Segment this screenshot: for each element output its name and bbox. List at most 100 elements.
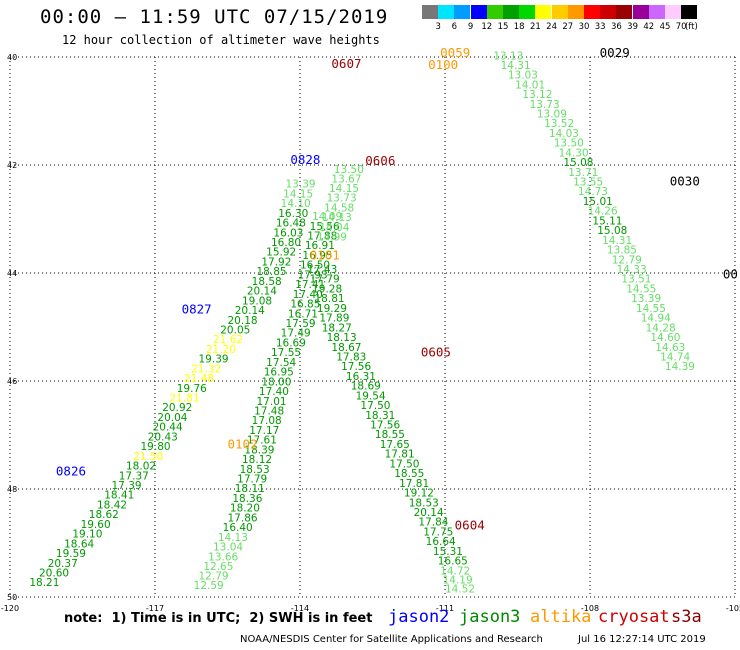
lat-tick-label: 50 <box>7 593 17 602</box>
page-title: 00:00 – 11:59 UTC 07/15/2019 <box>40 6 389 28</box>
wave-height-value: 15.92 <box>266 247 296 259</box>
scale-label: 30 <box>578 22 590 32</box>
wave-height-value: 14.60 <box>650 332 680 344</box>
wave-height-value: 13.04 <box>213 542 243 554</box>
pass-time-label: 0029 <box>600 45 630 60</box>
wave-height-value: 14.63 <box>655 342 685 354</box>
wave-height-value: 17.50 <box>389 458 419 470</box>
wave-height-value: 18.81 <box>315 293 345 305</box>
wave-height-value: 16.50 <box>300 260 330 272</box>
wave-height-value: 18.53 <box>409 497 439 509</box>
wave-height-value: 18.58 <box>252 276 282 288</box>
wave-height-value: 16.40 <box>223 522 253 534</box>
wave-height-value: 17.81 <box>399 478 429 490</box>
pass-time-label: 0607 <box>331 56 361 71</box>
wave-height-value: 14.15 <box>329 183 359 195</box>
legend-altika: altika <box>530 607 592 627</box>
legend-s3a: s3a <box>671 607 702 627</box>
wave-height-value: 17.54 <box>266 357 296 369</box>
wave-height-value: 18.36 <box>232 493 262 505</box>
scale-swatch <box>616 5 633 19</box>
scale-label: 18 <box>513 22 525 32</box>
wave-height-value: 14.52 <box>445 584 475 596</box>
wave-height-value: 16.30 <box>278 208 308 220</box>
wave-height-value: 13.67 <box>331 173 361 185</box>
pass-time-label: 0101 <box>310 248 340 263</box>
wave-height-value: 14.39 <box>665 361 695 373</box>
lon-tick-label: -111 <box>436 604 454 613</box>
wave-height-value: 14.13 <box>218 532 248 544</box>
wave-height-value: 13.52 <box>544 118 574 130</box>
scale-label: 6 <box>451 22 458 32</box>
wave-height-value: 15.56 <box>310 221 340 233</box>
wave-height-value: 13.03 <box>508 70 538 82</box>
wave-height-value: 12.59 <box>194 580 224 592</box>
wave-height-value: 14.13 <box>322 212 352 224</box>
wave-height-value: 21.50 <box>133 451 163 463</box>
wave-height-value: 18.31 <box>365 410 395 422</box>
wave-height-value: 15.11 <box>592 215 622 227</box>
wave-height-value: 17.50 <box>360 400 390 412</box>
scale-swatch <box>503 5 519 19</box>
wave-height-value: 17.65 <box>380 439 410 451</box>
pass-time-label: 0604 <box>455 518 485 533</box>
wave-height-value: 17.48 <box>254 405 284 417</box>
wave-height-value: 17.79 <box>237 474 267 486</box>
wave-height-value: 13.50 <box>554 138 584 150</box>
scale-unit: (ft) <box>684 22 698 32</box>
wave-height-value: 18.21 <box>29 577 59 589</box>
wave-height-value: 20.37 <box>48 558 78 570</box>
wave-height-value: 16.85 <box>290 299 320 311</box>
scale-swatch <box>648 5 665 19</box>
scale-label: 45 <box>659 22 671 32</box>
wave-height-value: 13.13 <box>493 51 523 63</box>
pass-time-label: 0100 <box>428 57 458 72</box>
lat-tick-label: 48 <box>7 485 17 494</box>
wave-height-value: 17.93 <box>298 269 328 281</box>
wave-height-value: 16.03 <box>273 227 303 239</box>
wave-height-value: 17.08 <box>252 415 282 427</box>
lat-tick-label: 42 <box>7 161 17 170</box>
wave-height-value: 20.14 <box>247 286 277 298</box>
wave-height-value: 18.42 <box>97 499 127 511</box>
wave-height-value: 14.55 <box>636 303 666 315</box>
lat-tick-label: 46 <box>7 377 17 386</box>
wave-height-value: 17.59 <box>286 318 316 330</box>
wave-height-value: 17.55 <box>271 347 301 359</box>
wave-height-value: 18.00 <box>261 376 291 388</box>
wave-height-value: 17.89 <box>319 313 349 325</box>
wave-height-value: 18.55 <box>375 429 405 441</box>
wave-height-value: 20.05 <box>220 324 250 336</box>
wave-height-value: 13.12 <box>522 89 552 101</box>
wave-height-value: 18.41 <box>104 490 134 502</box>
track-0029: 13.1314.3113.0314.0113.1213.7313.0913.52… <box>493 51 695 374</box>
lon-tick-label: -105 <box>726 604 740 613</box>
scale-swatch <box>470 5 487 19</box>
wave-height-value: 17.83 <box>336 351 366 363</box>
wave-height-value: 17.41 <box>295 279 325 291</box>
wave-height-value: 17.37 <box>119 470 149 482</box>
credit-text: NOAA/NESDIS Center for Satellite Applica… <box>240 634 543 645</box>
wave-height-value: 17.61 <box>247 435 277 447</box>
wave-height-value: 19.28 <box>312 283 342 295</box>
legend-jason2: jason2 <box>388 607 450 627</box>
wave-height-value: 16.31 <box>346 371 376 383</box>
wave-height-value: 14.58 <box>324 202 354 214</box>
wave-height-value: 20.44 <box>153 422 183 434</box>
scale-swatch <box>438 5 455 19</box>
lon-tick-label: -108 <box>581 604 599 613</box>
wave-height-value: 19.54 <box>356 390 386 402</box>
scale-swatch <box>665 5 681 19</box>
lon-tick-label: -120 <box>1 604 19 613</box>
scale-swatch <box>681 5 698 19</box>
wave-height-value: 15.08 <box>597 225 627 237</box>
wave-height-value: 13.71 <box>568 167 598 179</box>
wave-height-value: 19.29 <box>317 303 347 315</box>
wave-height-value: 14.26 <box>588 206 618 218</box>
wave-height-value: 14.31 <box>501 60 531 72</box>
wave-height-value: 14.19 <box>443 575 473 587</box>
track-0826: 18.2120.6020.3719.5918.6419.1019.6018.62… <box>29 179 315 590</box>
wave-height-value: 19.08 <box>242 295 272 307</box>
scale-swatch <box>486 5 503 19</box>
